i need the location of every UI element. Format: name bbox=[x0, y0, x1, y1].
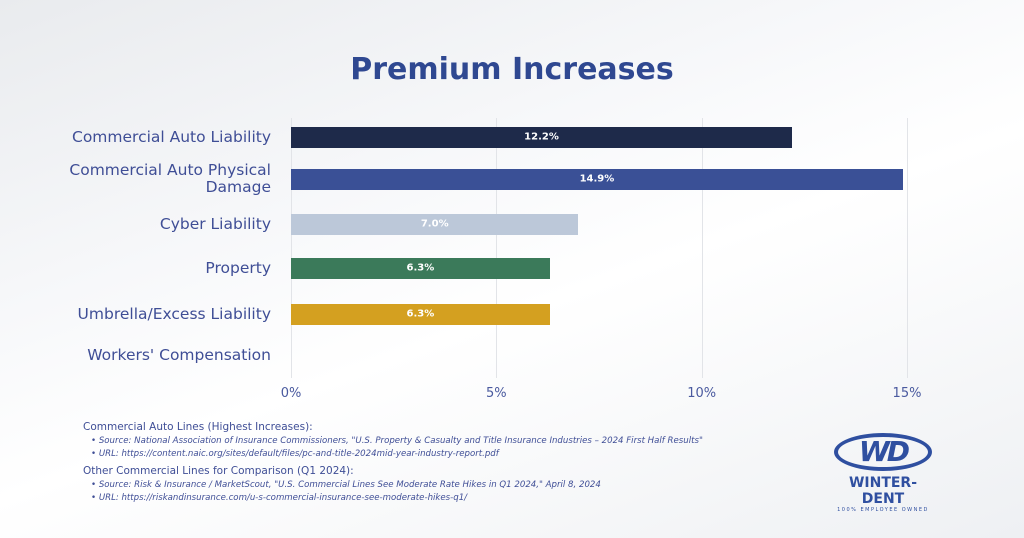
notes-heading: Other Commercial Lines for Comparison (Q… bbox=[83, 465, 354, 477]
category-label: Property bbox=[205, 258, 271, 277]
data-label: 12.2% bbox=[524, 131, 559, 143]
category-label: Umbrella/Excess Liability bbox=[77, 304, 271, 323]
category-label: Commercial Auto Physical Damage bbox=[69, 161, 271, 196]
bar-chart: 0% 5% 10% 15% Commercial Auto Liability 12.2%… bbox=[69, 118, 922, 401]
x-tick-label: 0% bbox=[280, 386, 302, 401]
sources-notes: Commercial Auto Lines (Highest Increases… bbox=[83, 421, 703, 506]
x-tick-label: 10% bbox=[687, 386, 717, 401]
winter-dent-logo: WD WINTER-DENT 100% EMPLOYEE OWNED bbox=[828, 433, 938, 513]
bar bbox=[291, 303, 550, 325]
category-label: Cyber Liability bbox=[159, 214, 271, 233]
data-label: 6.3% bbox=[406, 308, 435, 320]
bar bbox=[291, 126, 792, 148]
bar bbox=[291, 168, 903, 190]
x-tick-label: 5% bbox=[486, 386, 507, 401]
category-label: Commercial Auto Liability bbox=[72, 127, 271, 146]
logo-mark: WD bbox=[834, 433, 932, 471]
chart-title: Premium Increases bbox=[350, 52, 674, 87]
bar bbox=[291, 257, 550, 279]
note-item: Source: Risk & Insurance / MarketScout, … bbox=[91, 480, 703, 490]
category-label: Workers' Compensation bbox=[87, 345, 271, 364]
gridline bbox=[701, 118, 703, 378]
note-item: URL: https://content.naic.org/sites/defa… bbox=[91, 449, 703, 459]
gridline bbox=[907, 118, 908, 378]
data-label: 6.3% bbox=[406, 262, 435, 274]
gridline bbox=[496, 118, 498, 378]
logo-name: WINTER-DENT bbox=[848, 475, 918, 507]
bar bbox=[291, 213, 579, 235]
x-tick-label: 15% bbox=[892, 386, 922, 401]
logo-tagline: 100% EMPLOYEE OWNED bbox=[837, 507, 929, 513]
note-item: URL: https://riskandinsurance.com/u-s-co… bbox=[91, 493, 703, 503]
data-label: 14.9% bbox=[579, 173, 615, 185]
gridline bbox=[291, 118, 292, 378]
notes-heading: Commercial Auto Lines (Highest Increases… bbox=[83, 421, 313, 433]
note-item: Source: National Association of Insuranc… bbox=[91, 436, 703, 446]
data-label: 7.0% bbox=[420, 218, 449, 230]
